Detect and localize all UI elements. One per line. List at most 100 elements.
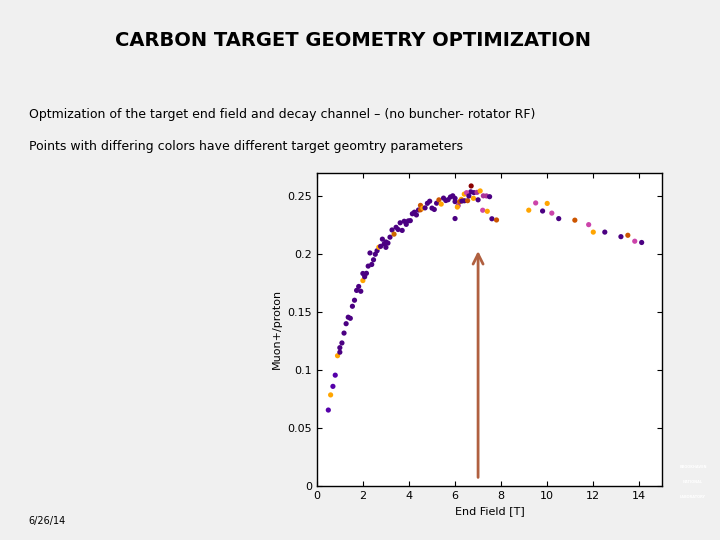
Point [368,255,379,264]
Point [462,197,473,205]
Point [452,201,464,210]
Point [472,188,483,197]
Point [472,195,484,204]
Point [440,196,451,205]
Point [348,296,360,305]
Point [413,206,424,214]
Point [379,240,390,248]
Point [459,197,470,205]
Point [465,187,477,196]
Text: CARBON TARGET GEOMETRY OPTIMIZATION: CARBON TARGET GEOMETRY OPTIMIZATION [114,31,591,50]
Point [486,214,498,223]
Point [407,210,418,218]
Point [361,269,372,278]
Point [357,269,369,278]
Point [334,343,346,352]
Point [459,190,470,198]
Point [523,206,534,214]
Point [456,197,468,205]
Point [451,202,463,211]
Point [481,192,492,200]
Point [468,194,480,202]
Point [325,390,336,399]
Point [359,273,370,281]
Point [553,214,564,223]
Point [491,215,503,224]
Point [364,248,376,257]
Point [402,217,414,225]
Point [415,206,426,214]
Point [351,286,362,295]
Point [588,228,599,237]
Point [474,187,486,195]
Point [380,238,392,246]
Point [477,206,488,214]
Point [583,220,595,229]
Point [426,204,438,212]
Point [438,194,449,202]
Point [415,201,426,210]
Text: 6/26/14: 6/26/14 [29,516,66,526]
Point [636,238,647,247]
Text: BROOKHAVEN: BROOKHAVEN [679,465,707,469]
Point [409,208,420,217]
Point [428,205,440,214]
Point [397,226,408,235]
Point [405,217,416,225]
Point [386,226,397,234]
Point [341,319,352,328]
Point [449,194,461,202]
Point [382,239,394,247]
Point [541,199,553,208]
Point [395,219,406,227]
Point [431,199,442,207]
Point [569,216,580,225]
Point [338,329,350,338]
Point [390,223,402,232]
Point [334,348,346,356]
Point [537,207,549,215]
Point [436,200,447,208]
Point [327,382,338,390]
Y-axis label: Muon+/proton: Muon+/proton [271,289,282,369]
Point [447,192,459,200]
Point [468,188,480,197]
Text: NATIONAL: NATIONAL [683,480,703,484]
Point [355,287,366,295]
Point [622,231,634,240]
Point [454,197,465,206]
Point [373,243,384,252]
Text: Optmization of the target end field and decay channel – (no buncher- rotator RF): Optmization of the target end field and … [29,108,535,121]
Point [463,192,474,200]
Point [442,195,454,204]
Point [546,209,557,218]
Point [629,237,641,246]
Point [332,352,343,360]
Point [362,262,374,271]
Point [615,232,626,241]
Point [456,195,467,204]
Point [375,242,387,251]
Point [380,243,392,252]
Point [477,192,489,200]
Point [398,217,410,226]
Point [484,192,495,201]
Point [377,235,388,244]
Point [482,207,493,215]
Point [433,195,445,204]
Point [400,220,412,228]
X-axis label: End Field [T]: End Field [T] [455,507,524,516]
Point [392,225,404,234]
Point [449,197,461,206]
Point [323,406,334,414]
Point [422,199,433,207]
Point [346,302,358,310]
Point [599,228,611,237]
Text: Points with differing colors have different target geomtry parameters: Points with differing colors have differ… [29,140,463,153]
Point [343,313,354,321]
Point [345,314,356,322]
Point [465,181,477,190]
Point [336,339,348,347]
Point [461,188,472,197]
Point [369,250,381,259]
